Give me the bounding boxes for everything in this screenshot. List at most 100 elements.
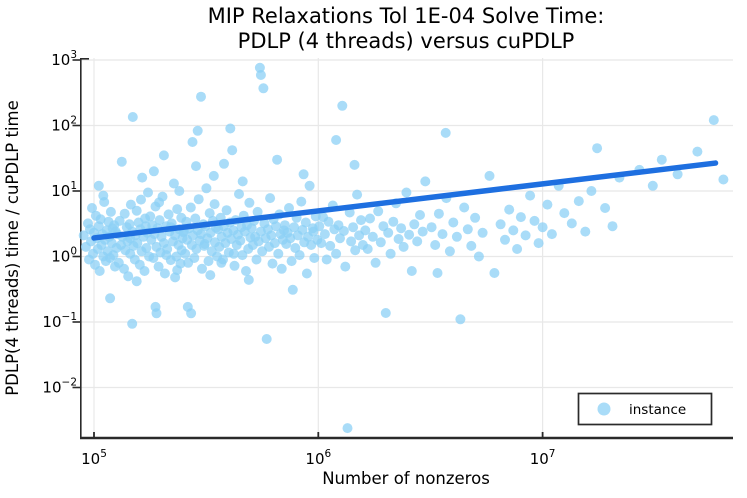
scatter-point [580, 226, 591, 237]
scatter-point [87, 203, 97, 213]
scatter-point [607, 221, 618, 232]
scatter-point [337, 100, 348, 111]
scatter-point [186, 308, 197, 319]
scatter-point [319, 229, 330, 240]
chart-title-line2: PDLP (4 threads) versus cuPDLP [238, 29, 575, 53]
scatter-points [78, 62, 729, 434]
scatter-point [500, 234, 510, 245]
scatter-point [98, 190, 109, 201]
scatter-point [360, 225, 371, 236]
y-axis-label: PDLP(4 threads) time / cuPDLP time [3, 100, 22, 396]
legend-marker-icon [597, 402, 611, 416]
svg-text:101: 101 [51, 180, 77, 200]
scatter-point [154, 197, 165, 208]
scatter-point [284, 203, 294, 213]
scatter-point [95, 214, 106, 225]
scatter-point [209, 199, 220, 210]
scatter-point [495, 219, 506, 230]
scatter-point [356, 215, 366, 226]
scatter-point [141, 243, 152, 253]
svg-text:106: 106 [305, 448, 331, 468]
svg-text:105: 105 [81, 448, 107, 468]
scatter-point [267, 258, 278, 269]
scatter-point [216, 257, 227, 268]
scatter-point [346, 236, 357, 247]
scatter-point [131, 276, 142, 287]
scatter-point [512, 244, 523, 254]
chart-title-line1: MIP Relaxations Tol 1E-04 Solve Time: [208, 4, 605, 28]
scatter-point [197, 263, 207, 274]
scatter-point [396, 223, 407, 234]
scatter-point [276, 263, 287, 274]
scatter-point [123, 271, 134, 282]
scatter-point [119, 263, 129, 274]
scatter-point [78, 230, 89, 241]
scatter-point [323, 216, 334, 227]
scatter-point [270, 221, 281, 232]
axes [72, 57, 733, 440]
scatter-point [237, 176, 248, 187]
scatter-point [255, 70, 266, 80]
scatter-point [508, 225, 519, 236]
scatter-point [352, 189, 363, 200]
scatter-point [383, 227, 394, 238]
svg-text:10−2: 10−2 [42, 377, 77, 397]
scatter-point [559, 208, 570, 219]
scatter-point [546, 229, 557, 240]
scatter-point [269, 238, 280, 249]
scatter-point [340, 261, 351, 272]
scatter-point [145, 211, 156, 222]
scatter-point [304, 180, 315, 191]
scatter-point [592, 143, 603, 154]
scatter-point [243, 274, 254, 285]
scatter-point [244, 197, 255, 208]
scatter-point [204, 208, 215, 219]
svg-text:107: 107 [530, 448, 556, 468]
scatter-point [515, 212, 526, 223]
scatter-point [163, 209, 174, 220]
scatter-point [148, 166, 159, 177]
scatter-point [187, 137, 198, 147]
scatter-point [350, 245, 361, 256]
scatter-point [298, 169, 309, 180]
scatter-point [205, 270, 216, 281]
scatter-point [208, 170, 219, 181]
scatter-point [196, 91, 206, 102]
scatter-point [409, 219, 420, 230]
scatter-point [362, 244, 373, 254]
scatter-point [412, 236, 423, 247]
scatter-point [199, 239, 210, 249]
tick-labels: 103 102 101 100 10−1 10−2 105 106 107 [42, 49, 555, 468]
scatter-point [462, 224, 473, 235]
scatter-point [566, 218, 577, 229]
scatter-point [404, 229, 415, 240]
scatter-point [301, 268, 312, 279]
scatter-point [272, 154, 283, 165]
scatter-point [367, 231, 378, 242]
scatter-point [600, 203, 611, 213]
scatter-point [127, 318, 138, 329]
scatter-point [127, 112, 138, 122]
scatter-point [417, 226, 428, 237]
scatter-point [444, 246, 455, 257]
scatter-point [148, 253, 159, 263]
scatter-point [385, 248, 396, 259]
scatter-point [119, 208, 130, 219]
scatter-point [520, 230, 531, 241]
scatter-point [525, 190, 536, 201]
scatter-point [573, 196, 584, 207]
scatter-point [420, 176, 431, 187]
scatter-point [273, 248, 284, 259]
scatter-point [406, 266, 417, 276]
scatter-point [309, 253, 320, 263]
scatter-point [692, 146, 703, 157]
scatter-point [191, 161, 201, 172]
scatter-point [159, 268, 170, 279]
scatter-point [228, 248, 239, 259]
scatter-point [174, 186, 185, 196]
scatter-point [116, 156, 127, 167]
scatter-point [279, 220, 290, 231]
scatter-point [451, 231, 462, 242]
scatter-point [168, 178, 179, 189]
scatter-point [477, 227, 488, 238]
